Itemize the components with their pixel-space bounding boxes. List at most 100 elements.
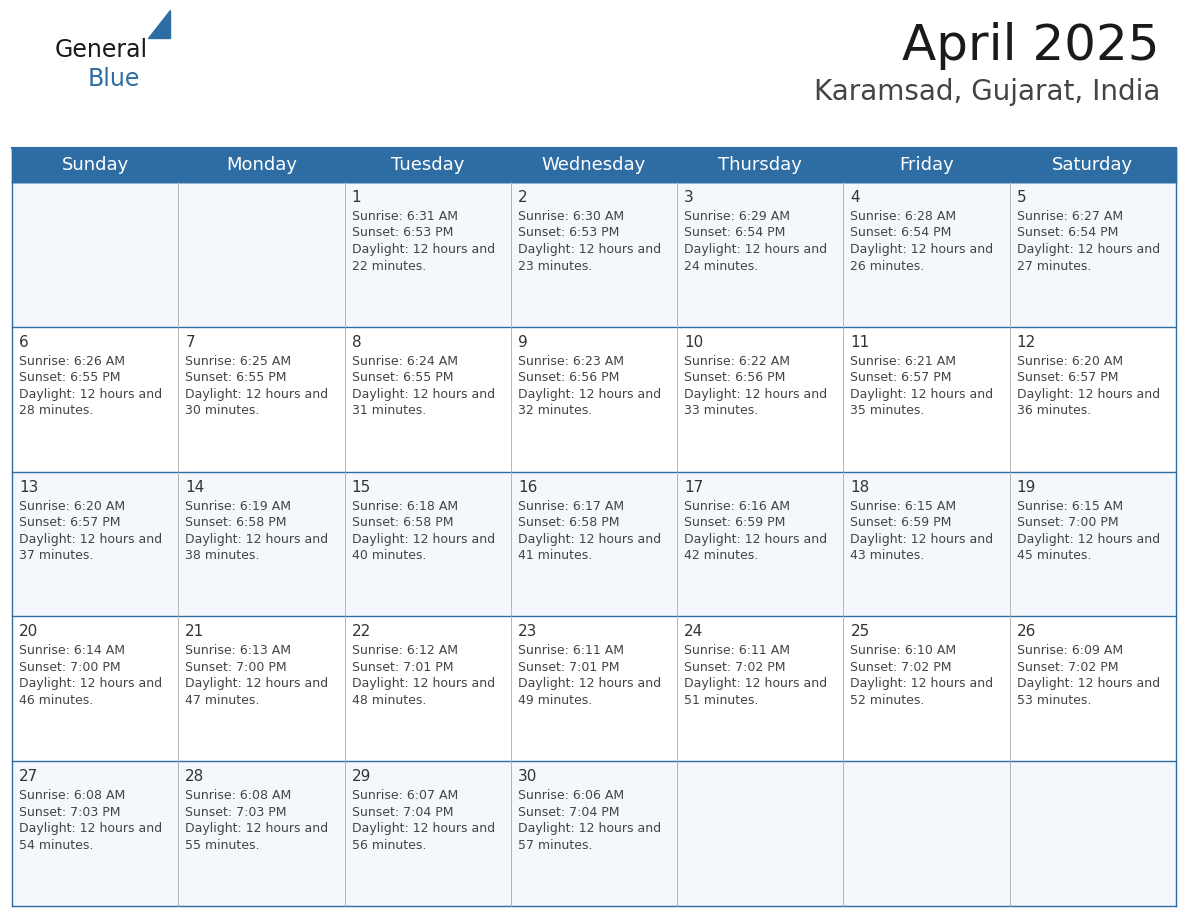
Text: Sunset: 6:58 PM: Sunset: 6:58 PM: [518, 516, 619, 529]
Text: Sunset: 7:01 PM: Sunset: 7:01 PM: [518, 661, 619, 674]
Text: Daylight: 12 hours and: Daylight: 12 hours and: [518, 387, 661, 401]
Text: Sunset: 6:58 PM: Sunset: 6:58 PM: [185, 516, 286, 529]
Text: 31 minutes.: 31 minutes.: [352, 404, 425, 418]
Text: 48 minutes.: 48 minutes.: [352, 694, 426, 707]
Text: 26 minutes.: 26 minutes.: [851, 260, 924, 273]
Text: Sunrise: 6:08 AM: Sunrise: 6:08 AM: [19, 789, 125, 802]
Text: 17: 17: [684, 479, 703, 495]
Text: 22 minutes.: 22 minutes.: [352, 260, 425, 273]
Text: Sunrise: 6:18 AM: Sunrise: 6:18 AM: [352, 499, 457, 512]
Text: Sunset: 6:53 PM: Sunset: 6:53 PM: [518, 227, 619, 240]
Text: 2: 2: [518, 190, 527, 205]
Text: 47 minutes.: 47 minutes.: [185, 694, 260, 707]
Text: Sunset: 6:59 PM: Sunset: 6:59 PM: [851, 516, 952, 529]
Text: Daylight: 12 hours and: Daylight: 12 hours and: [684, 243, 827, 256]
Text: Sunrise: 6:15 AM: Sunrise: 6:15 AM: [851, 499, 956, 512]
Text: 6: 6: [19, 335, 29, 350]
Text: 51 minutes.: 51 minutes.: [684, 694, 758, 707]
Text: 30 minutes.: 30 minutes.: [185, 404, 260, 418]
Bar: [12, 761, 1176, 906]
Text: 16: 16: [518, 479, 537, 495]
Text: Daylight: 12 hours and: Daylight: 12 hours and: [684, 387, 827, 401]
Text: Sunrise: 6:23 AM: Sunrise: 6:23 AM: [518, 354, 624, 368]
Bar: [12, 472, 1176, 616]
Text: Sunrise: 6:22 AM: Sunrise: 6:22 AM: [684, 354, 790, 368]
Text: Daylight: 12 hours and: Daylight: 12 hours and: [1017, 243, 1159, 256]
Text: Sunrise: 6:25 AM: Sunrise: 6:25 AM: [185, 354, 291, 368]
Text: Sunrise: 6:11 AM: Sunrise: 6:11 AM: [684, 644, 790, 657]
Text: Sunset: 6:57 PM: Sunset: 6:57 PM: [19, 516, 120, 529]
Text: Blue: Blue: [88, 67, 140, 91]
Text: 43 minutes.: 43 minutes.: [851, 549, 924, 562]
Text: Sunset: 7:04 PM: Sunset: 7:04 PM: [518, 806, 619, 819]
Text: Sunrise: 6:29 AM: Sunrise: 6:29 AM: [684, 210, 790, 223]
Text: 45 minutes.: 45 minutes.: [1017, 549, 1091, 562]
Text: 27: 27: [19, 769, 38, 784]
Text: 3: 3: [684, 190, 694, 205]
Text: Sunrise: 6:08 AM: Sunrise: 6:08 AM: [185, 789, 291, 802]
Text: Sunrise: 6:16 AM: Sunrise: 6:16 AM: [684, 499, 790, 512]
Text: General: General: [55, 38, 148, 62]
Text: Daylight: 12 hours and: Daylight: 12 hours and: [1017, 532, 1159, 545]
Text: Sunset: 6:58 PM: Sunset: 6:58 PM: [352, 516, 453, 529]
Text: 36 minutes.: 36 minutes.: [1017, 404, 1091, 418]
Text: Sunset: 7:02 PM: Sunset: 7:02 PM: [1017, 661, 1118, 674]
Text: 25: 25: [851, 624, 870, 640]
Text: Daylight: 12 hours and: Daylight: 12 hours and: [684, 677, 827, 690]
Text: Sunrise: 6:31 AM: Sunrise: 6:31 AM: [352, 210, 457, 223]
Text: Daylight: 12 hours and: Daylight: 12 hours and: [19, 823, 162, 835]
Text: Sunrise: 6:06 AM: Sunrise: 6:06 AM: [518, 789, 624, 802]
Bar: [12, 327, 1176, 472]
Text: Daylight: 12 hours and: Daylight: 12 hours and: [1017, 677, 1159, 690]
Text: Wednesday: Wednesday: [542, 156, 646, 174]
Text: Daylight: 12 hours and: Daylight: 12 hours and: [185, 677, 328, 690]
Text: 9: 9: [518, 335, 527, 350]
Text: 53 minutes.: 53 minutes.: [1017, 694, 1091, 707]
Text: Sunrise: 6:07 AM: Sunrise: 6:07 AM: [352, 789, 457, 802]
Text: 28: 28: [185, 769, 204, 784]
Text: 27 minutes.: 27 minutes.: [1017, 260, 1091, 273]
Text: 49 minutes.: 49 minutes.: [518, 694, 592, 707]
Text: Daylight: 12 hours and: Daylight: 12 hours and: [851, 387, 993, 401]
Text: Sunday: Sunday: [62, 156, 128, 174]
Text: 23 minutes.: 23 minutes.: [518, 260, 592, 273]
Text: 12: 12: [1017, 335, 1036, 350]
Text: Sunset: 7:02 PM: Sunset: 7:02 PM: [851, 661, 952, 674]
Text: 37 minutes.: 37 minutes.: [19, 549, 94, 562]
Text: Sunset: 6:57 PM: Sunset: 6:57 PM: [1017, 371, 1118, 385]
Text: Sunrise: 6:27 AM: Sunrise: 6:27 AM: [1017, 210, 1123, 223]
Text: Sunset: 6:56 PM: Sunset: 6:56 PM: [518, 371, 619, 385]
Polygon shape: [148, 10, 170, 38]
Text: Monday: Monday: [226, 156, 297, 174]
Text: Daylight: 12 hours and: Daylight: 12 hours and: [352, 387, 494, 401]
Text: 24: 24: [684, 624, 703, 640]
Text: Sunset: 7:00 PM: Sunset: 7:00 PM: [185, 661, 287, 674]
Text: Sunset: 7:02 PM: Sunset: 7:02 PM: [684, 661, 785, 674]
Text: Daylight: 12 hours and: Daylight: 12 hours and: [518, 677, 661, 690]
Text: 42 minutes.: 42 minutes.: [684, 549, 758, 562]
Text: 24 minutes.: 24 minutes.: [684, 260, 758, 273]
Text: Sunset: 6:59 PM: Sunset: 6:59 PM: [684, 516, 785, 529]
Text: Sunset: 7:01 PM: Sunset: 7:01 PM: [352, 661, 453, 674]
Text: Sunrise: 6:30 AM: Sunrise: 6:30 AM: [518, 210, 624, 223]
Text: Daylight: 12 hours and: Daylight: 12 hours and: [19, 532, 162, 545]
Text: Sunrise: 6:20 AM: Sunrise: 6:20 AM: [19, 499, 125, 512]
Text: Sunset: 6:54 PM: Sunset: 6:54 PM: [684, 227, 785, 240]
Text: Karamsad, Gujarat, India: Karamsad, Gujarat, India: [814, 78, 1159, 106]
Text: 7: 7: [185, 335, 195, 350]
Text: Daylight: 12 hours and: Daylight: 12 hours and: [352, 532, 494, 545]
Text: 8: 8: [352, 335, 361, 350]
Text: April 2025: April 2025: [903, 22, 1159, 70]
Text: Daylight: 12 hours and: Daylight: 12 hours and: [185, 823, 328, 835]
Text: Sunset: 6:56 PM: Sunset: 6:56 PM: [684, 371, 785, 385]
Text: 29: 29: [352, 769, 371, 784]
Text: Daylight: 12 hours and: Daylight: 12 hours and: [352, 823, 494, 835]
Bar: [12, 148, 1176, 182]
Text: 22: 22: [352, 624, 371, 640]
Text: 1: 1: [352, 190, 361, 205]
Text: Sunset: 6:55 PM: Sunset: 6:55 PM: [352, 371, 453, 385]
Text: 10: 10: [684, 335, 703, 350]
Text: 11: 11: [851, 335, 870, 350]
Text: 35 minutes.: 35 minutes.: [851, 404, 924, 418]
Text: 14: 14: [185, 479, 204, 495]
